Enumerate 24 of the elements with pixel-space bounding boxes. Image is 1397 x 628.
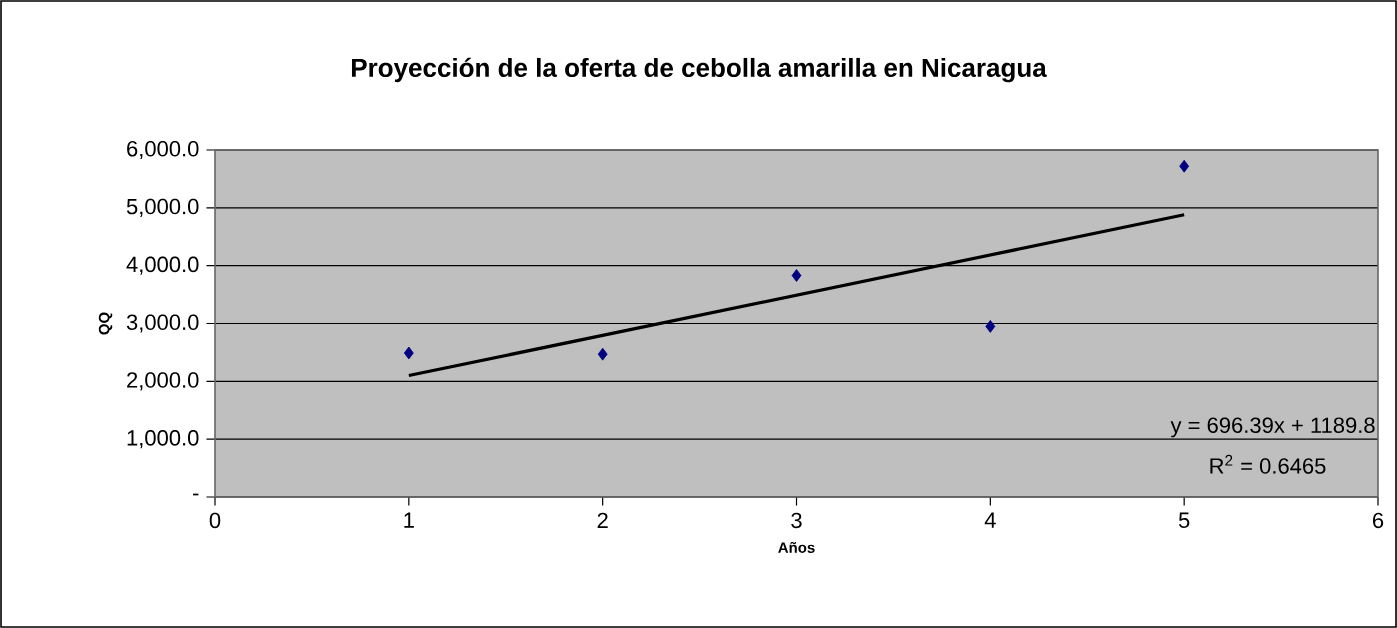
annotation: R$^{2}$ = 0.6465 [1210,454,1326,474]
y-axis-title: QQ [98,312,113,335]
y-tick-label: 3,000.0 [126,314,199,333]
x-axis-title: Años [778,541,815,553]
x-tick-label: 2 [597,512,608,528]
x-tick-label: 0 [209,512,221,529]
y-tick-label: 4,000.0 [126,256,199,275]
x-tick-label: 5 [1178,512,1190,528]
y-tick-label: 1,000.0 [127,430,199,449]
x-tick-label: 6 [1373,512,1384,529]
point [403,346,414,360]
y-tick-label: 6,000.0 [127,140,199,160]
x-tick-label: 3 [791,512,802,529]
point [597,347,608,361]
point [1179,159,1190,173]
point [985,320,996,333]
point [791,269,802,282]
annotation: y = 696.39x + 1189.8 [1170,417,1375,438]
y-tick-label: 5,000.0 [126,198,199,217]
chart-title: Proyección de la oferta de cebolla amarilla en Nicaragua [351,57,1047,83]
x-tick-label: 1 [404,512,414,528]
y-tick-label: 2,000.0 [127,372,199,391]
x-tick-label: 4 [984,512,996,528]
y-tick-label: - [193,493,199,496]
